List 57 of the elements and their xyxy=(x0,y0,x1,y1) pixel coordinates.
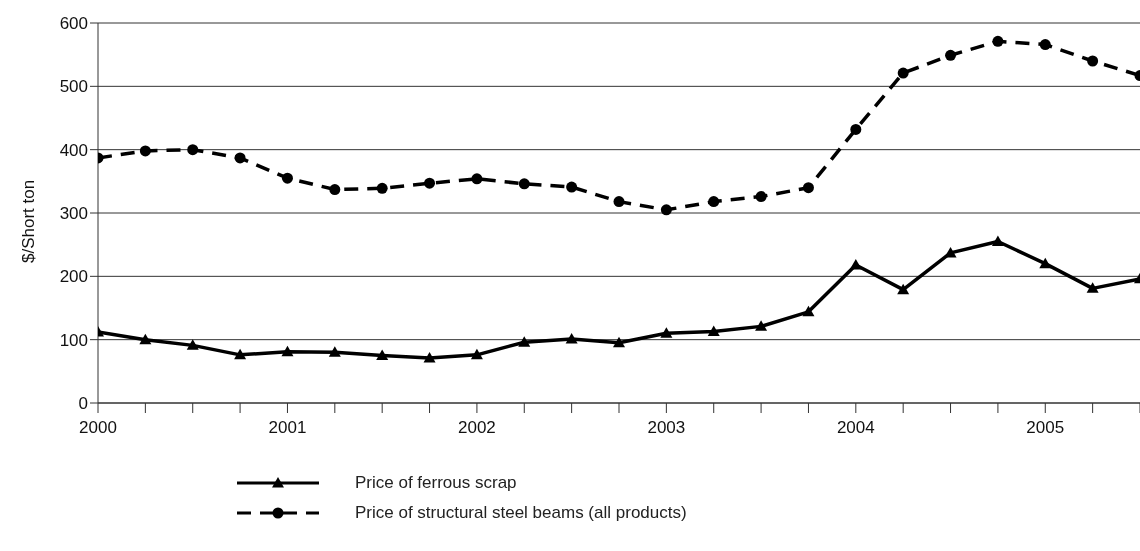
point xyxy=(613,196,625,208)
point xyxy=(1039,257,1052,269)
point xyxy=(471,173,483,185)
y-tick-label: 400 xyxy=(59,140,88,160)
y-tick-label: 100 xyxy=(59,330,88,350)
y-tick-label: 300 xyxy=(59,204,88,224)
y-tick-label: 600 xyxy=(59,14,88,34)
x-tick-label: 2004 xyxy=(836,418,875,438)
point xyxy=(424,177,436,189)
x-tick-label: 2005 xyxy=(1026,418,1065,438)
point xyxy=(755,191,767,203)
point xyxy=(328,346,341,357)
point xyxy=(802,305,815,317)
y-tick-label: 200 xyxy=(59,267,88,287)
y-tick-label: 500 xyxy=(59,77,88,97)
y-tick-label: 0 xyxy=(78,394,88,414)
point xyxy=(708,196,720,208)
point xyxy=(376,182,388,194)
point xyxy=(281,172,293,184)
point xyxy=(849,258,862,270)
point xyxy=(329,184,341,196)
point xyxy=(660,327,673,338)
point xyxy=(423,352,436,363)
point xyxy=(707,325,720,336)
point xyxy=(613,336,625,348)
point xyxy=(566,181,578,193)
point xyxy=(518,178,530,190)
point xyxy=(660,204,672,216)
point xyxy=(897,67,909,79)
point xyxy=(850,123,862,135)
point xyxy=(139,145,151,157)
point xyxy=(234,152,246,164)
point xyxy=(1087,55,1099,67)
legend-label: Price of ferrous scrap xyxy=(355,473,517,493)
point xyxy=(139,333,152,345)
point xyxy=(945,49,957,61)
legend-label: Price of structural steel beams (all products) xyxy=(355,503,687,523)
x-tick-label: 2001 xyxy=(268,418,307,438)
point xyxy=(281,345,294,357)
point xyxy=(376,349,389,360)
point xyxy=(755,320,768,331)
x-tick-label: 2002 xyxy=(458,418,496,438)
point xyxy=(187,144,199,156)
point xyxy=(1086,282,1099,293)
point xyxy=(565,333,578,344)
point xyxy=(518,336,531,347)
point xyxy=(1039,39,1051,51)
point xyxy=(897,283,910,295)
x-tick-label: 2003 xyxy=(647,418,686,438)
point xyxy=(470,348,483,360)
y-axis-title: $/Short ton xyxy=(19,179,39,263)
point xyxy=(991,235,1004,246)
point xyxy=(186,339,199,350)
point xyxy=(802,182,814,194)
point xyxy=(234,348,247,360)
point xyxy=(992,35,1004,47)
x-tick-label: 2000 xyxy=(79,418,117,438)
